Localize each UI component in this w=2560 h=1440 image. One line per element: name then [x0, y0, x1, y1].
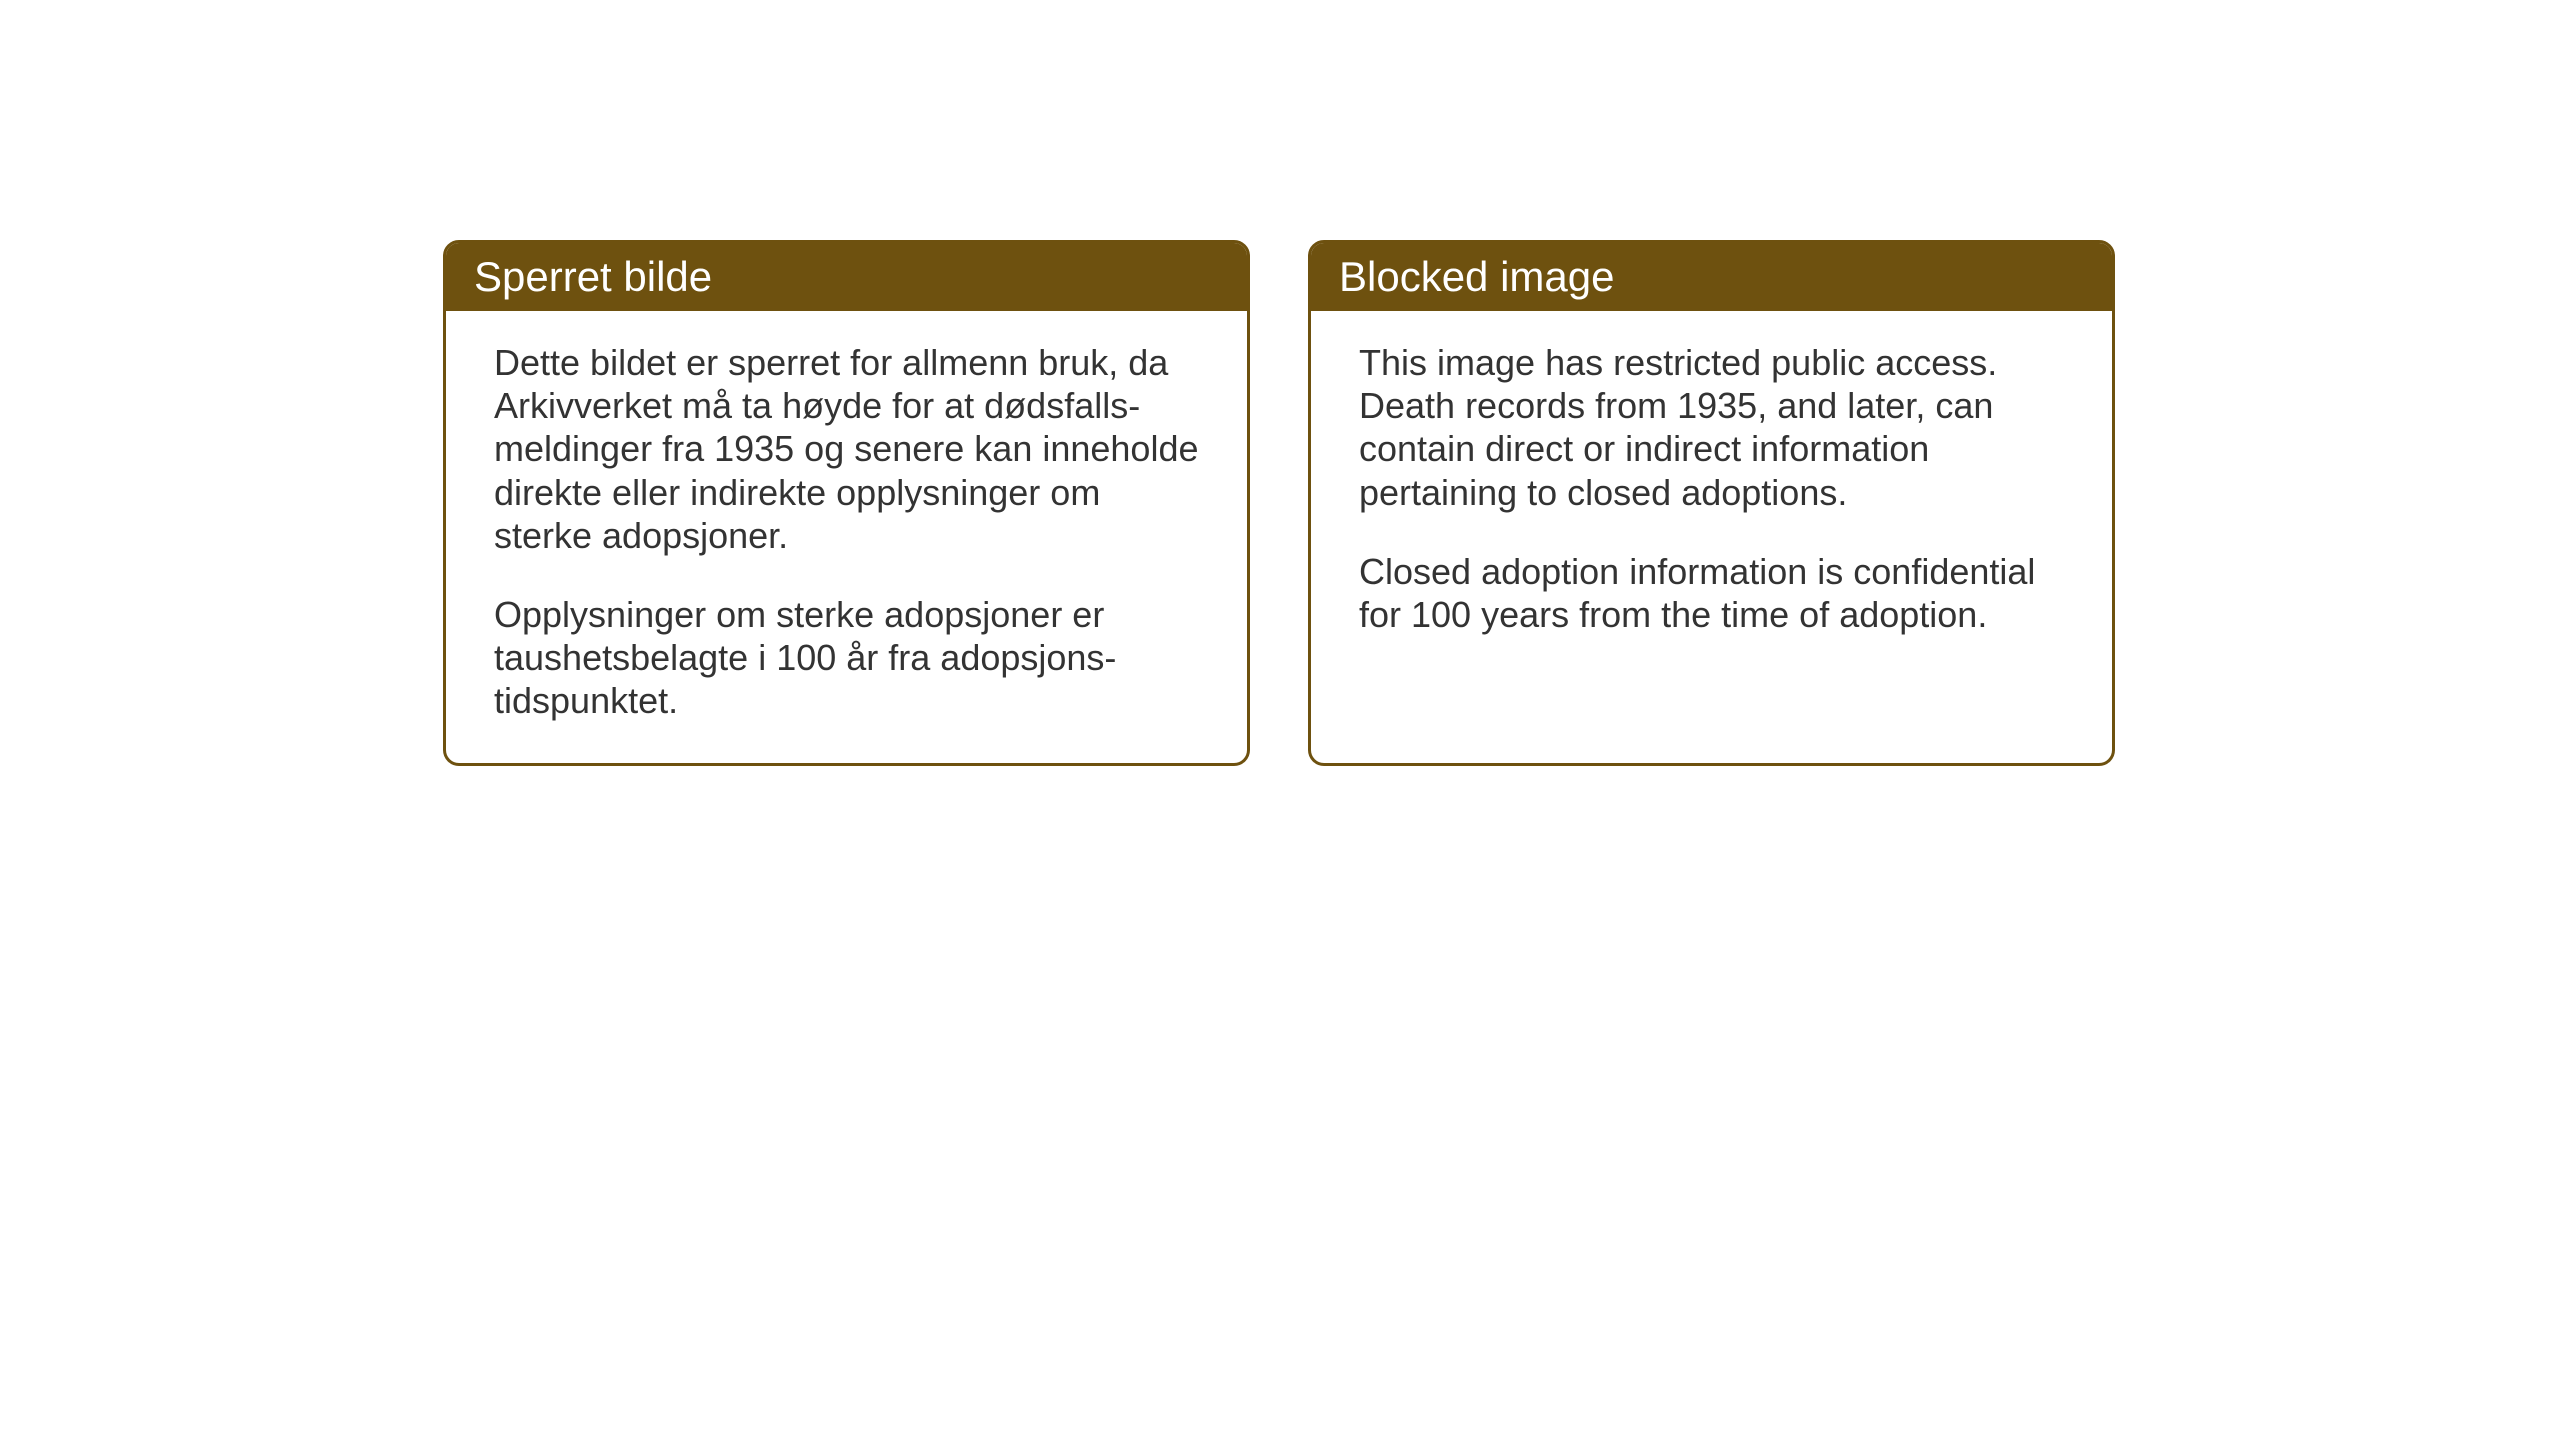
norwegian-paragraph-1: Dette bildet er sperret for allmenn bruk… [494, 341, 1199, 557]
english-paragraph-2: Closed adoption information is confident… [1359, 550, 2064, 636]
notice-cards-container: Sperret bilde Dette bildet er sperret fo… [443, 240, 2115, 766]
norwegian-card-title: Sperret bilde [446, 243, 1247, 311]
norwegian-notice-card: Sperret bilde Dette bildet er sperret fo… [443, 240, 1250, 766]
english-paragraph-1: This image has restricted public access.… [1359, 341, 2064, 514]
english-card-body: This image has restricted public access.… [1311, 311, 2112, 676]
english-notice-card: Blocked image This image has restricted … [1308, 240, 2115, 766]
norwegian-paragraph-2: Opplysninger om sterke adopsjoner er tau… [494, 593, 1199, 723]
english-card-title: Blocked image [1311, 243, 2112, 311]
norwegian-card-body: Dette bildet er sperret for allmenn bruk… [446, 311, 1247, 763]
